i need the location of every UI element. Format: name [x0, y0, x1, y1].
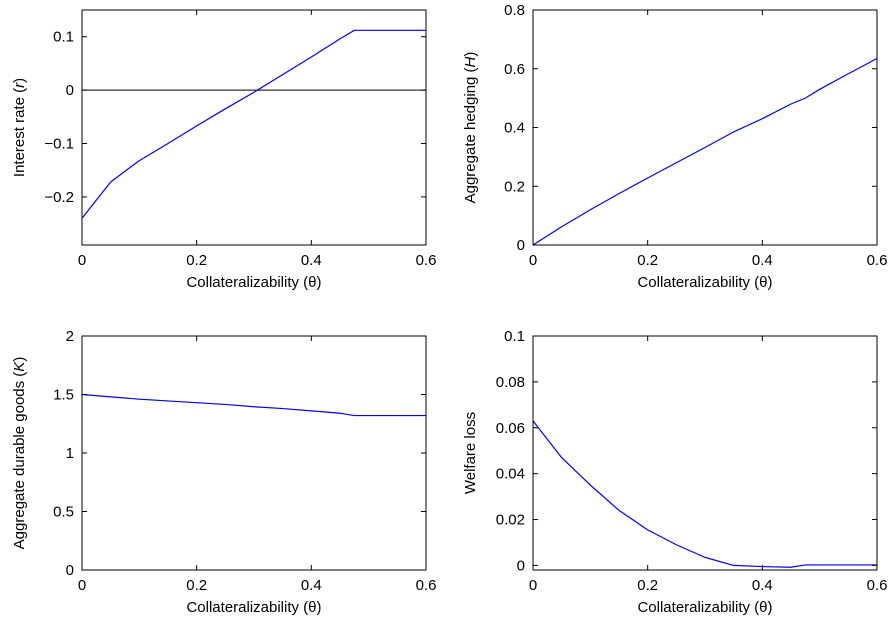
- welfare-loss-y-tick-label: 0.08: [496, 374, 525, 391]
- aggregate-durable-goods-x-tick-label: 0.4: [301, 577, 322, 594]
- welfare-loss-x-tick-label: 0.4: [752, 577, 773, 594]
- aggregate-durable-goods-y-tick-label: 1: [66, 445, 74, 462]
- welfare-loss-y-axis-label: Welfare loss: [462, 412, 479, 494]
- welfare-loss-series-line: [532, 420, 877, 568]
- interest-rate-y-axis-label: Interest rate (r): [11, 78, 28, 177]
- welfare-loss-x-tick-label: 0.2: [637, 577, 658, 594]
- interest-rate-y-tick-label: 0: [66, 82, 74, 99]
- welfare-loss-axes-frame: [532, 335, 878, 571]
- aggregate-hedging-y-tick-label: 0: [517, 237, 525, 254]
- aggregate-hedging-y-tick-label: 0.8: [504, 2, 525, 19]
- aggregate-hedging-x-tick-label: 0.6: [867, 252, 888, 269]
- aggregate-durable-goods-x-tick-label: 0.6: [416, 577, 437, 594]
- welfare-loss-y-tick-label: 0.1: [504, 328, 525, 345]
- aggregate-durable-goods-y-tick-label: 0.5: [53, 504, 74, 521]
- aggregate-durable-goods-y-tick-label: 1.5: [53, 387, 74, 404]
- aggregate-durable-goods-x-tick-label: 0: [78, 577, 86, 594]
- aggregate-hedging-x-tick-label: 0: [529, 252, 537, 269]
- welfare-loss-x-tick-label: 0.6: [867, 577, 888, 594]
- welfare-loss-x-tick-label: 0: [529, 577, 537, 594]
- aggregate-durable-goods-y-tick-label: 2: [66, 328, 74, 345]
- aggregate-durable-goods-x-tick-label: 0.2: [186, 577, 207, 594]
- interest-rate-y-tick-label: 0.1: [53, 29, 74, 46]
- interest-rate-y-tick-label: −0.1: [44, 136, 74, 153]
- welfare-loss-y-tick-label: 0: [517, 557, 525, 574]
- welfare-loss-y-tick-label: 0.02: [496, 512, 525, 529]
- aggregate-hedging-panel: 0 0.2 0.4 0.6 0 0.2 0.4 0.6 0.8 Collateralizabili…: [462, 2, 887, 291]
- interest-rate-axes-frame: [81, 9, 427, 246]
- interest-rate-panel: 0 0.2 0.4 0.6 −0.2 −0.1 0 0.1 Collateralizabilit…: [11, 9, 437, 291]
- aggregate-hedging-axes-frame: [532, 9, 878, 246]
- aggregate-hedging-x-tick-label: 0.2: [637, 252, 658, 269]
- aggregate-durable-goods-series-line: [81, 393, 426, 417]
- interest-rate-x-tick-label: 0: [78, 252, 86, 269]
- interest-rate-x-tick-label: 0.4: [301, 252, 322, 269]
- aggregate-durable-goods-x-axis-label: Collateralizability (θ): [186, 599, 321, 616]
- aggregate-hedging-x-tick-label: 0.4: [752, 252, 773, 269]
- interest-rate-series-line: [81, 29, 426, 219]
- aggregate-durable-goods-panel: 0 0.2 0.4 0.6 0 0.5 1 1.5 2 Collateralizability (…: [11, 328, 436, 616]
- interest-rate-x-tick-label: 0.6: [416, 252, 437, 269]
- welfare-loss-x-axis-label: Collateralizability (θ): [637, 599, 772, 616]
- interest-rate-x-tick-label: 0.2: [186, 252, 207, 269]
- aggregate-durable-goods-y-axis-label: Aggregate durable goods (K): [11, 357, 28, 550]
- aggregate-hedging-y-tick-label: 0.4: [504, 120, 525, 137]
- welfare-loss-y-tick-label: 0.06: [496, 420, 525, 437]
- aggregate-durable-goods-axes-frame: [81, 335, 427, 571]
- aggregate-hedging-y-tick-label: 0.6: [504, 61, 525, 78]
- aggregate-hedging-y-axis-label: Aggregate hedging (H): [462, 52, 479, 204]
- welfare-loss-panel: 0 0.2 0.4 0.6 0 0.02 0.04 0.06 0.08 0.1 Collateral…: [462, 328, 887, 616]
- aggregate-hedging-x-axis-label: Collateralizability (θ): [637, 274, 772, 291]
- aggregate-durable-goods-y-tick-label: 0: [66, 562, 74, 579]
- aggregate-hedging-y-tick-label: 0.2: [504, 178, 525, 195]
- interest-rate-x-axis-label: Collateralizability (θ): [186, 274, 321, 291]
- aggregate-hedging-series-line: [532, 57, 878, 246]
- interest-rate-y-tick-label: −0.2: [44, 189, 74, 206]
- welfare-loss-y-tick-label: 0.04: [496, 466, 525, 483]
